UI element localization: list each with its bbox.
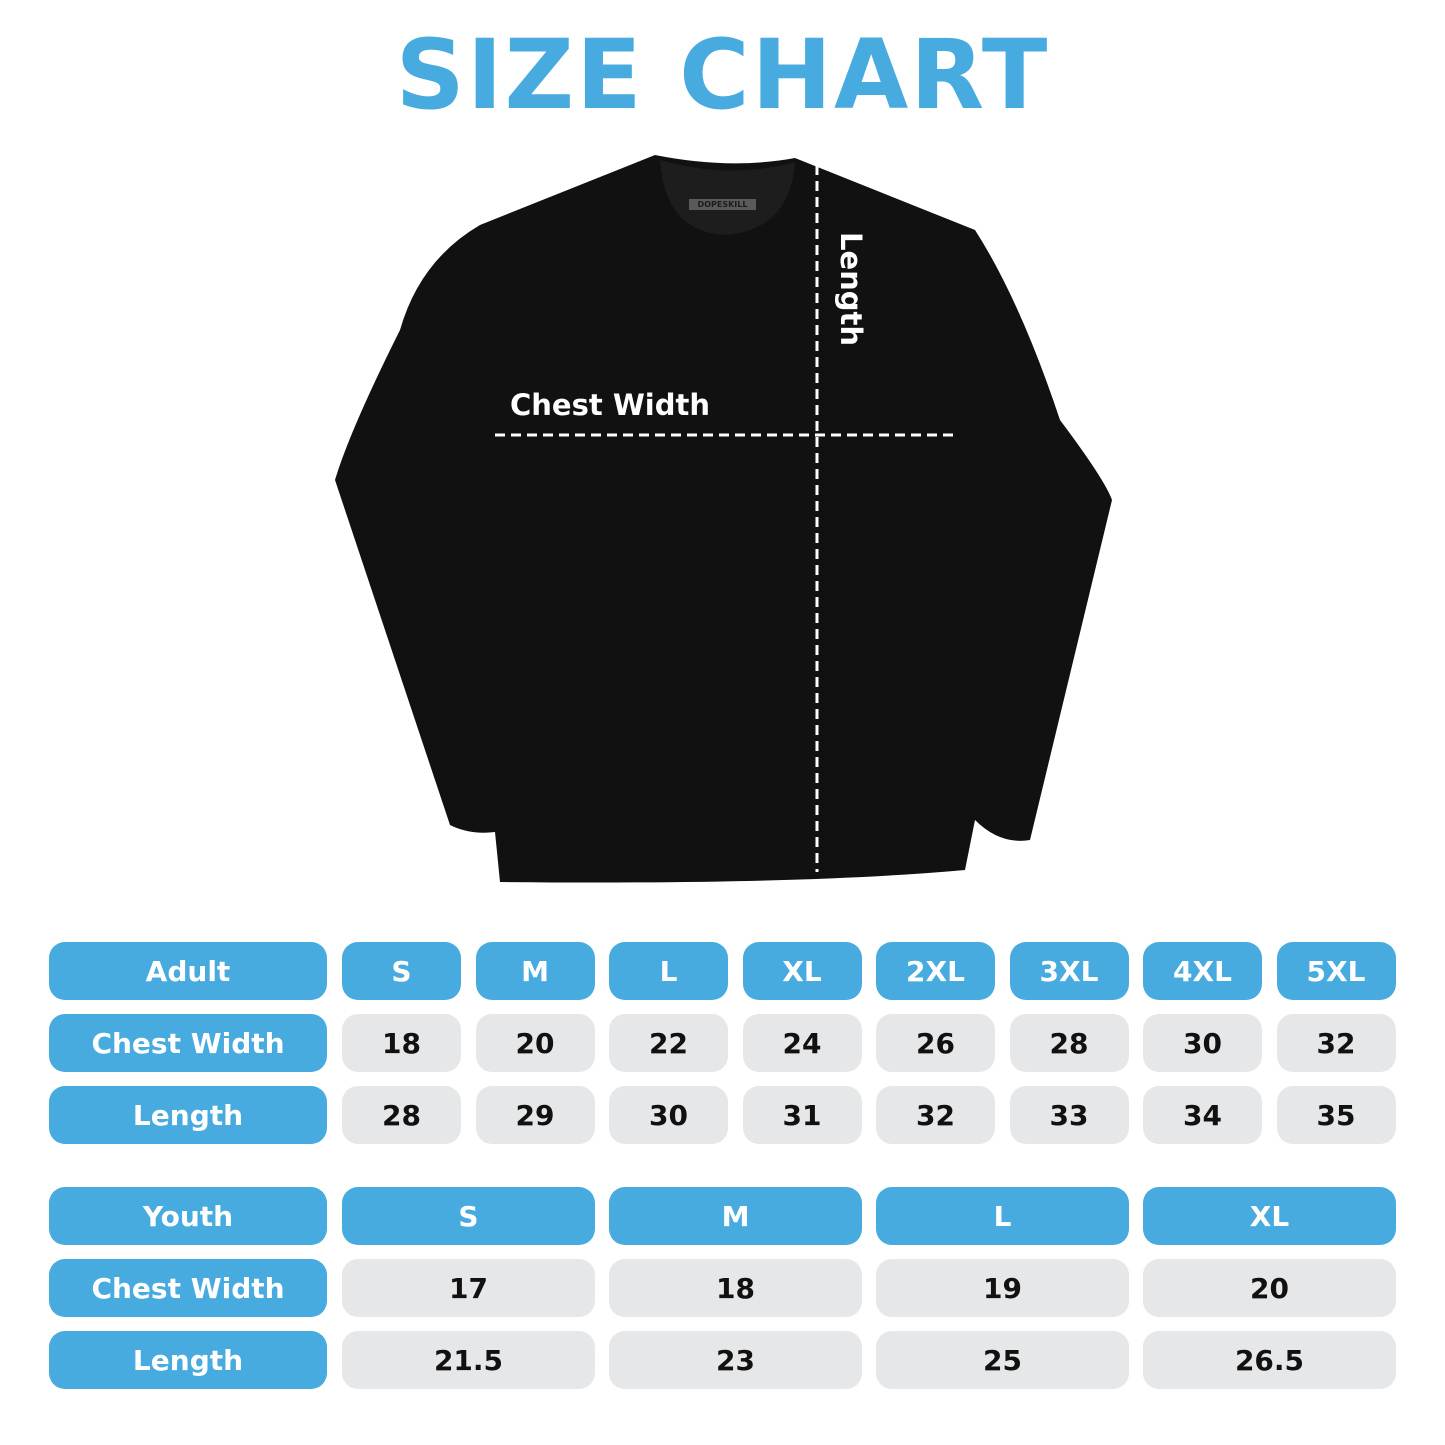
brand-tag: DOPESKILL [689,199,756,210]
youth-value-cell: 17 [342,1259,595,1317]
youth-size-xl: XL [1143,1187,1396,1245]
adult-value-cell: 32 [876,1086,995,1144]
adult-value-cell: 34 [1143,1086,1262,1144]
chest-width-label: Chest Width [510,388,711,422]
youth-value-cell: 18 [609,1259,862,1317]
adult-row-label: Chest Width [49,1014,327,1072]
adult-header: Adult [49,942,327,1000]
adult-size-3xl: 3XL [1009,942,1129,1000]
youth-row-label: Length [49,1331,327,1389]
youth-value-cell: 26.5 [1143,1331,1396,1389]
adult-size-m: M [475,942,595,1000]
adult-value-cell: 33 [1009,1086,1129,1144]
youth-value-cell: 25 [876,1331,1129,1389]
adult-value-cell: 30 [609,1086,728,1144]
adult-value-cell: 28 [1009,1014,1129,1072]
adult-value-cell: 29 [475,1086,595,1144]
adult-value-cell: 18 [342,1014,461,1072]
adult-row-label: Length [49,1086,327,1144]
adult-value-cell: 31 [742,1086,862,1144]
youth-value-cell: 23 [609,1331,862,1389]
adult-value-cell: 32 [1276,1014,1396,1072]
adult-size-xl: XL [742,942,862,1000]
length-label: Length [834,232,868,347]
youth-size-l: L [876,1187,1129,1245]
adult-value-cell: 26 [876,1014,995,1072]
adult-value-cell: 22 [609,1014,728,1072]
page-title: SIZE CHART [395,19,1050,131]
youth-header: Youth [49,1187,327,1245]
youth-value-cell: 21.5 [342,1331,595,1389]
youth-size-s: S [342,1187,595,1245]
adult-size-s: S [342,942,461,1000]
adult-size-5xl: 5XL [1276,942,1396,1000]
youth-value-cell: 20 [1143,1259,1396,1317]
adult-value-cell: 24 [742,1014,862,1072]
youth-size-m: M [609,1187,862,1245]
adult-value-cell: 28 [342,1086,461,1144]
youth-row-label: Chest Width [49,1259,327,1317]
adult-size-l: L [609,942,728,1000]
adult-size-2xl: 2XL [876,942,995,1000]
adult-size-4xl: 4XL [1143,942,1262,1000]
shirt-illustration [335,155,1112,883]
youth-value-cell: 19 [876,1259,1129,1317]
adult-value-cell: 30 [1143,1014,1262,1072]
adult-value-cell: 20 [475,1014,595,1072]
adult-value-cell: 35 [1276,1086,1396,1144]
shirt-body [335,155,1112,883]
